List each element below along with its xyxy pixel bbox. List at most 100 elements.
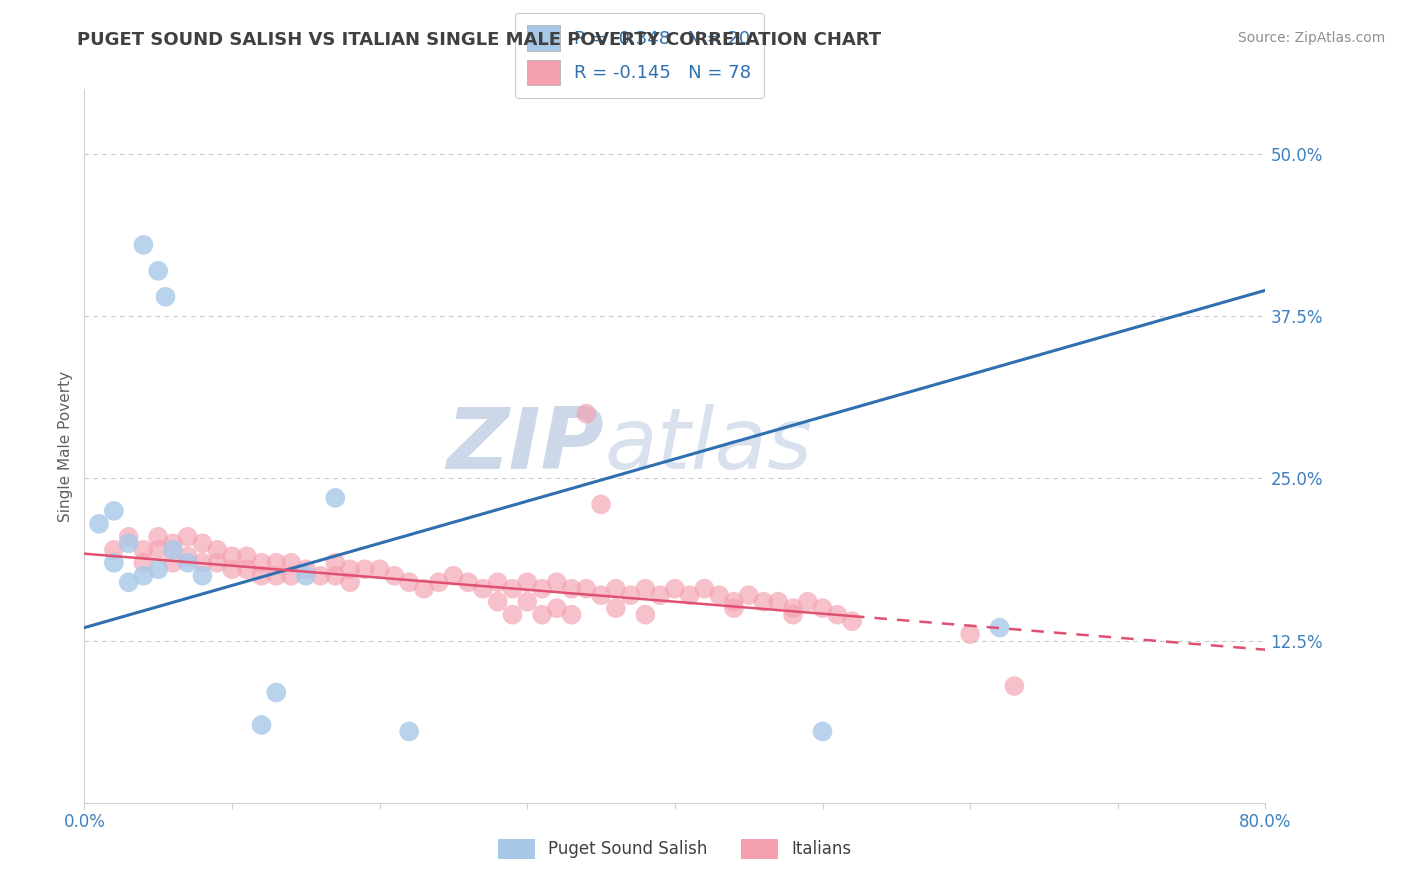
Point <box>325 556 347 570</box>
Point <box>679 588 702 602</box>
Point <box>782 607 804 622</box>
Point <box>177 556 200 570</box>
Point <box>87 516 111 531</box>
Point <box>1004 679 1026 693</box>
Point <box>797 595 820 609</box>
Point <box>398 724 420 739</box>
Point <box>132 542 155 557</box>
Point <box>723 601 745 615</box>
Point <box>501 607 523 622</box>
Point <box>620 588 643 602</box>
Point <box>148 562 170 576</box>
Point <box>103 556 125 570</box>
Point <box>811 724 834 739</box>
Point <box>236 549 259 564</box>
Point <box>118 530 141 544</box>
Point <box>148 530 170 544</box>
Point <box>561 607 583 622</box>
Point <box>266 556 288 570</box>
Point <box>546 601 568 615</box>
Point <box>561 582 583 596</box>
Point <box>988 621 1011 635</box>
Point <box>103 542 125 557</box>
Point <box>162 542 184 557</box>
Text: atlas: atlas <box>605 404 813 488</box>
Point <box>250 718 273 732</box>
Point <box>634 607 657 622</box>
Point <box>605 582 627 596</box>
Point <box>723 595 745 609</box>
Point <box>605 601 627 615</box>
Point <box>132 238 155 252</box>
Point <box>207 556 229 570</box>
Point <box>768 595 790 609</box>
Legend: Puget Sound Salish, Italians: Puget Sound Salish, Italians <box>492 832 858 866</box>
Point <box>738 588 761 602</box>
Point <box>118 575 141 590</box>
Point <box>132 568 155 582</box>
Point <box>266 685 288 699</box>
Point <box>155 290 177 304</box>
Point <box>634 582 657 596</box>
Point <box>413 582 436 596</box>
Point <box>752 595 775 609</box>
Point <box>295 562 318 576</box>
Point <box>959 627 981 641</box>
Point <box>191 536 214 550</box>
Point <box>295 568 318 582</box>
Point <box>427 575 450 590</box>
Point <box>339 562 361 576</box>
Point <box>472 582 495 596</box>
Point <box>148 542 170 557</box>
Point <box>207 542 229 557</box>
Point <box>191 568 214 582</box>
Point <box>309 568 332 582</box>
Point <box>236 562 259 576</box>
Text: Source: ZipAtlas.com: Source: ZipAtlas.com <box>1237 31 1385 45</box>
Point <box>325 568 347 582</box>
Point <box>191 556 214 570</box>
Point <box>280 556 302 570</box>
Point <box>443 568 465 582</box>
Point <box>118 536 141 550</box>
Point <box>501 582 523 596</box>
Point <box>148 264 170 278</box>
Point <box>575 582 598 596</box>
Point <box>266 568 288 582</box>
Point <box>325 491 347 505</box>
Point <box>457 575 479 590</box>
Point <box>693 582 716 596</box>
Text: ZIP: ZIP <box>446 404 605 488</box>
Point <box>339 575 361 590</box>
Point <box>250 568 273 582</box>
Point <box>162 556 184 570</box>
Point <box>811 601 834 615</box>
Point <box>650 588 672 602</box>
Point <box>368 562 391 576</box>
Point <box>486 575 509 590</box>
Point <box>280 568 302 582</box>
Point <box>177 549 200 564</box>
Point <box>531 607 554 622</box>
Point <box>486 595 509 609</box>
Point <box>664 582 686 596</box>
Point <box>531 582 554 596</box>
Point <box>162 536 184 550</box>
Point <box>516 575 538 590</box>
Point <box>354 562 377 576</box>
Y-axis label: Single Male Poverty: Single Male Poverty <box>58 370 73 522</box>
Point <box>591 497 613 511</box>
Point <box>103 504 125 518</box>
Point <box>709 588 731 602</box>
Point <box>132 556 155 570</box>
Text: PUGET SOUND SALISH VS ITALIAN SINGLE MALE POVERTY CORRELATION CHART: PUGET SOUND SALISH VS ITALIAN SINGLE MAL… <box>77 31 882 49</box>
Point <box>516 595 538 609</box>
Point <box>177 530 200 544</box>
Point <box>221 549 243 564</box>
Point <box>591 588 613 602</box>
Point <box>841 614 863 628</box>
Point <box>398 575 420 590</box>
Point <box>546 575 568 590</box>
Point <box>250 556 273 570</box>
Point <box>575 407 598 421</box>
